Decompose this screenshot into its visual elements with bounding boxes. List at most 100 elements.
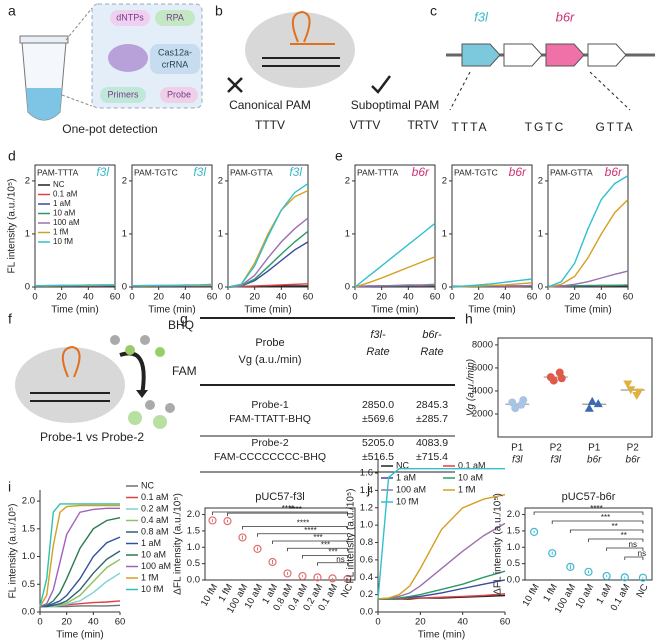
y-tick-label: 1.0 bbox=[22, 551, 35, 562]
y-tick-label: 0.5 bbox=[22, 579, 35, 590]
table-cell: ±569.6 bbox=[362, 413, 394, 425]
significance-label: *** bbox=[313, 533, 322, 542]
significance-bracket bbox=[257, 533, 348, 537]
label: BHQ bbox=[168, 318, 194, 332]
y-tick-label: 2 bbox=[218, 175, 223, 186]
x-tick-label: 40 bbox=[457, 617, 468, 628]
y-tick-label: 2.0 bbox=[187, 509, 200, 520]
x-tick-label: b6r bbox=[587, 455, 602, 466]
x-tick-label: 0 bbox=[449, 292, 454, 303]
significance-label: **** bbox=[304, 526, 316, 535]
data-point bbox=[602, 571, 611, 581]
panel-label: d bbox=[8, 148, 16, 164]
significance-label: ** bbox=[621, 531, 627, 540]
x-tick-label: 60 bbox=[500, 617, 511, 628]
panel-label: a bbox=[8, 3, 16, 19]
x-tick-label: 20 bbox=[61, 617, 72, 628]
x-tick-label: b6r bbox=[626, 455, 641, 466]
series-line bbox=[547, 199, 629, 288]
y-tick-label: 1.6 bbox=[360, 468, 373, 479]
panel-label: e bbox=[335, 148, 343, 164]
table-header: Rate bbox=[366, 346, 389, 358]
table-header: Rate bbox=[420, 346, 443, 358]
reagent: Primers bbox=[108, 89, 139, 99]
table-cell: 2850.0 bbox=[362, 399, 394, 411]
x-tick-label: 20 bbox=[153, 292, 164, 303]
x-tick-label: P1 bbox=[588, 443, 601, 454]
x-tick-label: P1 bbox=[511, 443, 524, 454]
series-line bbox=[354, 283, 436, 288]
data-point bbox=[328, 574, 337, 583]
legend-label: 10 aM bbox=[53, 209, 76, 218]
significance-bracket bbox=[533, 511, 644, 515]
label: FAM bbox=[172, 364, 197, 378]
legend-label: 0.2 aM bbox=[141, 503, 169, 513]
series-line bbox=[547, 270, 629, 288]
data-point bbox=[298, 571, 307, 581]
data-point bbox=[549, 376, 558, 385]
table-cell: Probe-2 bbox=[251, 437, 289, 449]
y-tick-label: 4000 bbox=[472, 385, 493, 396]
significance-bracket bbox=[588, 538, 644, 542]
significance-bracket bbox=[242, 526, 348, 530]
chart-title: PAM-GTTA bbox=[230, 167, 273, 177]
reagent: Cas12a- bbox=[158, 47, 192, 57]
significance-bracket bbox=[317, 562, 348, 566]
series-line bbox=[227, 189, 309, 288]
caption: Suboptimal PAM bbox=[351, 98, 439, 112]
significance-label: **** bbox=[289, 505, 301, 514]
data-point bbox=[313, 573, 322, 582]
gene-label: f3l bbox=[289, 165, 302, 179]
reagent: crRNA bbox=[162, 59, 189, 69]
y-tick-label: 1 bbox=[538, 228, 543, 239]
data-point bbox=[587, 396, 597, 405]
panel-b-art bbox=[227, 10, 391, 94]
y-tick-label: 0.0 bbox=[187, 575, 200, 586]
y-tick-label: 0.6 bbox=[360, 554, 373, 565]
y-tick-label: 0.8 bbox=[360, 537, 373, 548]
legend-label: 10 aM bbox=[141, 549, 166, 559]
x-tick-label: P2 bbox=[627, 443, 640, 454]
y-tick-label: 1.4 bbox=[360, 485, 373, 496]
legend-label: 10 aM bbox=[458, 472, 483, 482]
x-tick-label: 20 bbox=[415, 617, 426, 628]
x-tick-label: 0 bbox=[352, 292, 357, 303]
caption: One-pot detection bbox=[62, 122, 157, 136]
x-tick-label: f3l bbox=[512, 455, 523, 466]
table-cell: 5205.0 bbox=[362, 437, 394, 449]
frame bbox=[451, 164, 533, 288]
data-point bbox=[283, 569, 292, 578]
x-tick-label: 20 bbox=[569, 292, 580, 303]
y-tick-label: 2 bbox=[442, 175, 447, 186]
legend-label: NC bbox=[53, 180, 65, 189]
series-line bbox=[377, 522, 506, 600]
y-tick-label: 2 bbox=[538, 175, 543, 186]
significance-bracket bbox=[227, 512, 348, 517]
sequence: TTTA bbox=[451, 120, 488, 134]
sequence: GTTA bbox=[595, 120, 634, 134]
x-tick-label: 20 bbox=[249, 292, 260, 303]
y-axis-label: ΔFL intensity (a.u./10⁵) bbox=[173, 493, 184, 595]
x-axis-label: Time (min) bbox=[468, 305, 515, 316]
x-axis-label: Time (min) bbox=[418, 630, 465, 641]
legend-label: 1 aM bbox=[53, 199, 71, 208]
legend-label: NC bbox=[141, 480, 154, 490]
data-point bbox=[519, 396, 528, 405]
y-tick-label: 0.2 bbox=[360, 589, 373, 600]
x-tick-label: 40 bbox=[403, 292, 414, 303]
x-axis-label: Time (min) bbox=[56, 630, 103, 641]
x-tick-label: 60 bbox=[527, 292, 538, 303]
panel-label: j bbox=[366, 481, 370, 497]
series-line bbox=[354, 222, 436, 288]
significance-label: **** bbox=[297, 519, 309, 528]
significance-bracket bbox=[606, 547, 644, 551]
gene-label: f3l bbox=[193, 165, 206, 179]
legend-label: 0.4 aM bbox=[141, 515, 169, 525]
chart-title: PAM-TTTA bbox=[357, 167, 399, 177]
data-point bbox=[593, 399, 603, 408]
chart-title: PAM-TGTC bbox=[134, 167, 178, 177]
data-point bbox=[623, 380, 633, 389]
significance-bracket bbox=[624, 556, 644, 560]
x-tick-label: 0 bbox=[225, 292, 230, 303]
series-line bbox=[377, 468, 505, 600]
